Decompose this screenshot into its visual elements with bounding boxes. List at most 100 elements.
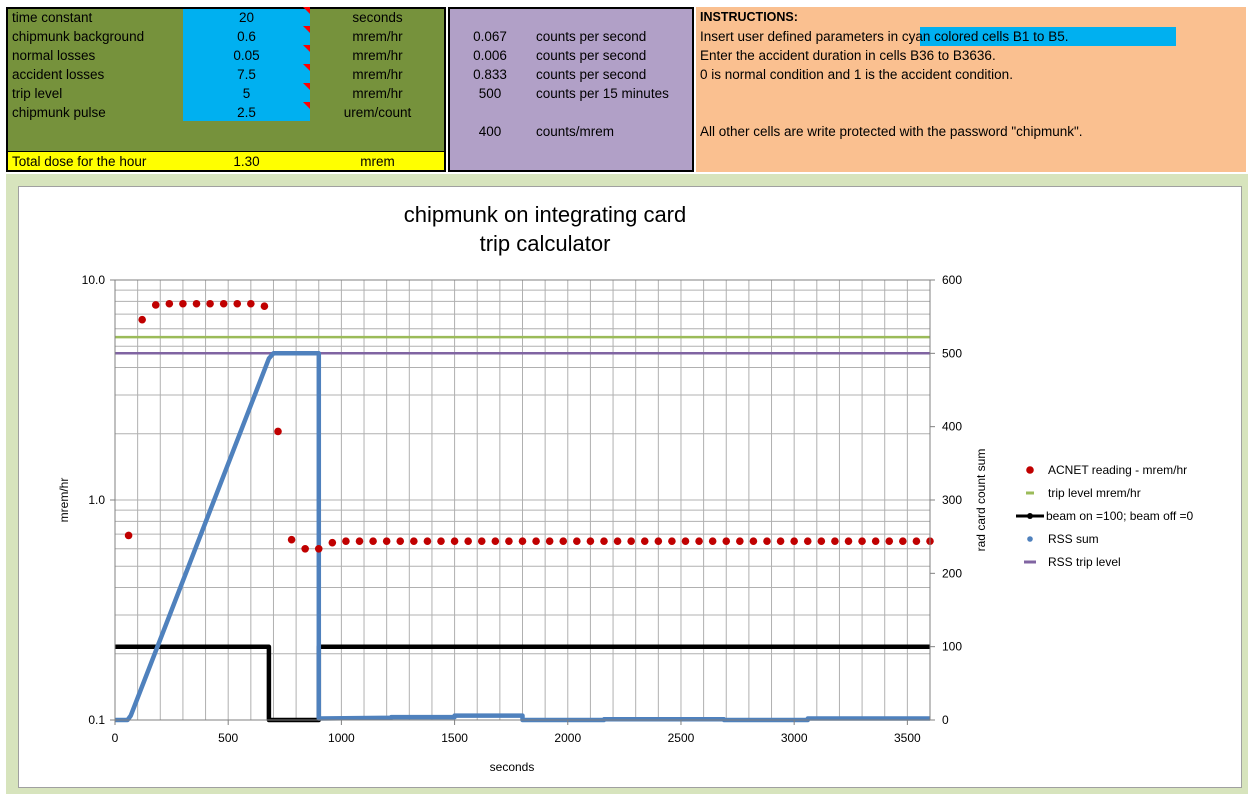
legend-label: trip level mrem/hr — [1048, 486, 1141, 500]
acnet-point — [328, 538, 337, 547]
chart-grid — [115, 280, 930, 720]
acnet-point — [858, 537, 866, 545]
instructions-line-3: 0 is normal condition and 1 is the accid… — [700, 67, 1013, 82]
acnet-point — [736, 537, 744, 545]
param-value[interactable]: 7.5 — [237, 67, 256, 82]
y-tick-label: 10.0 — [82, 273, 106, 287]
acnet-point — [708, 537, 717, 545]
acnet-point — [586, 537, 595, 545]
chart-axes: 0 500 1000 1500 2000 2500 3000 3500 0.1 1.0 10.0 0 1… — [82, 273, 963, 745]
y2-tick-label: 600 — [942, 273, 962, 287]
y2-axis-label: rad card count sum — [974, 449, 988, 552]
cyan-input-cells — [183, 7, 310, 121]
total-dose-label: Total dose for the hour — [12, 154, 147, 169]
chart-series — [115, 299, 934, 723]
acnet-point — [668, 537, 676, 545]
acnet-point — [912, 537, 921, 545]
param-value[interactable]: 5 — [242, 86, 251, 101]
acnet-point — [817, 537, 826, 545]
acnet-point — [233, 299, 242, 308]
param-unit: mrem/hr — [352, 48, 403, 63]
acnet-point — [749, 537, 758, 545]
acnet-point — [450, 537, 459, 545]
comment-marker — [303, 7, 310, 14]
acnet-point — [206, 299, 214, 308]
chart-area — [18, 186, 1242, 788]
y2-tick-label: 500 — [942, 346, 962, 360]
count-unit: counts per second — [536, 67, 647, 82]
acnet-point — [654, 537, 663, 545]
count-value: 0.067 — [473, 29, 507, 44]
acnet-point — [518, 537, 527, 545]
y2-tick-label: 100 — [942, 640, 962, 654]
x-tick-label: 3500 — [894, 731, 921, 745]
instructions-line-1a: Insert user defined parameters — [700, 29, 884, 44]
acnet-point — [437, 537, 445, 545]
legend-label: RSS trip level — [1048, 555, 1121, 569]
param-unit: mrem/hr — [352, 67, 403, 82]
acnet-point — [464, 537, 472, 545]
acnet-point — [138, 315, 146, 324]
acnet-point — [165, 299, 174, 308]
acnet-point — [600, 537, 608, 545]
chart-title-line-1: chipmunk on integrating card — [404, 202, 687, 227]
acnet-point — [831, 537, 839, 545]
param-label: chipmunk pulse — [12, 105, 106, 120]
series-acnet-reading — [124, 299, 934, 553]
acnet-point — [695, 537, 703, 545]
acnet-point — [776, 537, 785, 545]
y2-tick-label: 400 — [942, 420, 962, 434]
acnet-point — [301, 545, 309, 553]
param-value[interactable]: 0.6 — [237, 29, 256, 44]
param-value[interactable]: 20 — [238, 10, 255, 25]
acnet-point — [803, 537, 812, 545]
acnet-point — [885, 537, 894, 545]
instructions-line-1b: in cyan colored cells B1 to B5. — [883, 29, 1069, 44]
y-tick-label: 0.1 — [88, 713, 105, 727]
acnet-point — [124, 531, 133, 540]
acnet-point — [505, 537, 513, 545]
instructions-highlight — [920, 27, 1176, 46]
x-tick-label: 1000 — [328, 731, 355, 745]
y2-tick-label: 200 — [942, 566, 962, 580]
param-value[interactable]: 0.05 — [233, 48, 260, 63]
count-value: 500 — [478, 86, 502, 101]
chart-legend: ACNET reading - mrem/hr trip level mrem/h… — [1016, 463, 1194, 569]
acnet-point — [613, 537, 622, 545]
x-tick-label: 1500 — [441, 731, 468, 745]
legend-label: RSS sum — [1048, 532, 1099, 546]
legend-item: ACNET reading - mrem/hr — [1026, 463, 1187, 477]
acnet-point — [247, 299, 255, 308]
instructions-line-4: All other cells are write protected with… — [700, 124, 1083, 139]
param-label: trip level — [12, 86, 63, 101]
x-tick-label: 2000 — [554, 731, 581, 745]
total-dose-value[interactable]: 1.30 — [233, 154, 260, 169]
acnet-point — [410, 537, 418, 545]
x-tick-label: 2500 — [668, 731, 695, 745]
param-label: normal losses — [12, 48, 96, 63]
acnet-point — [342, 537, 350, 545]
legend-marker-dot — [1027, 513, 1033, 519]
count-value: 0.833 — [473, 67, 507, 82]
param-value[interactable]: 2.5 — [237, 105, 256, 120]
acnet-point — [899, 537, 907, 545]
legend-label: ACNET reading - mrem/hr — [1048, 463, 1187, 477]
y2-tick-label: 0 — [942, 713, 949, 727]
x-axis-label: seconds — [490, 760, 535, 774]
acnet-point — [871, 537, 880, 545]
param-unit: urem/count — [343, 105, 412, 120]
param-unit: mrem/hr — [352, 29, 403, 44]
y2-tick-label: 300 — [942, 493, 962, 507]
param-unit: mrem/hr — [352, 86, 403, 101]
acnet-point — [287, 535, 296, 544]
param-label: chipmunk background — [12, 29, 145, 44]
acnet-point — [763, 537, 771, 545]
param-label: accident losses — [12, 67, 105, 82]
legend-item: beam on =100; beam off =0 — [1016, 509, 1194, 523]
acnet-point — [151, 301, 160, 309]
legend-item: trip level mrem/hr — [1026, 486, 1141, 500]
instructions-line-1: Insert user defined parameters in cyan c… — [700, 27, 1068, 46]
acnet-point — [219, 299, 228, 308]
acnet-point — [790, 537, 798, 545]
